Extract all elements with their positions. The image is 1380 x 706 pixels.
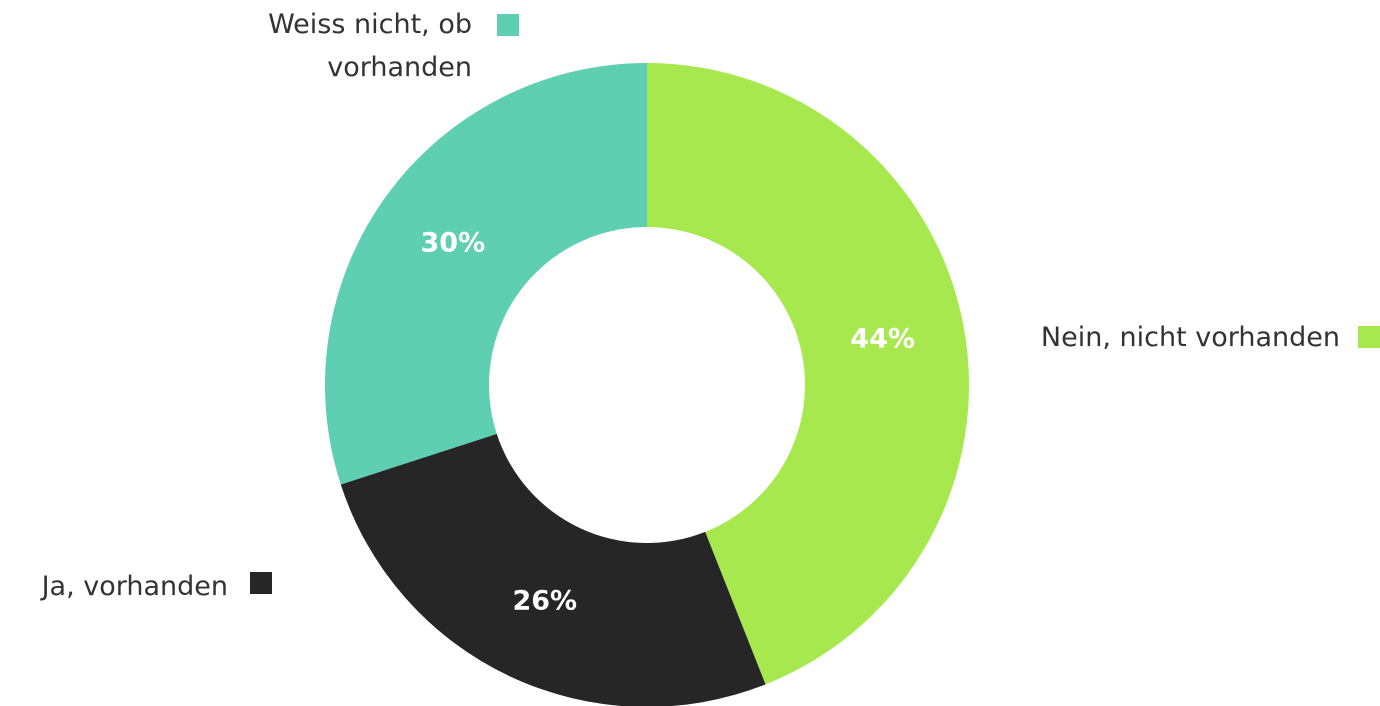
value-label: 30% [421, 227, 486, 258]
value-label: 44% [850, 324, 915, 355]
donut-slice [340, 433, 766, 706]
legend-swatch [497, 14, 519, 36]
legend-label: Ja, vorhanden [41, 571, 228, 602]
donut-slice [324, 63, 647, 485]
value-label: 26% [512, 586, 577, 617]
legend-swatch [250, 572, 272, 594]
legend-swatch [1358, 326, 1380, 348]
legend-label: Nein, nicht vorhanden [1040, 322, 1340, 353]
legend-label: Weiss nicht, ob vorhanden [268, 9, 472, 83]
donut-slice [647, 63, 969, 685]
